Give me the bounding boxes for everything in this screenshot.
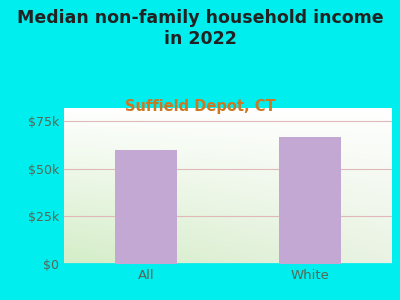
Text: Median non-family household income
in 2022: Median non-family household income in 20… bbox=[17, 9, 383, 49]
Text: Suffield Depot, CT: Suffield Depot, CT bbox=[125, 99, 275, 114]
Bar bbox=[279, 136, 341, 264]
Bar bbox=[115, 150, 177, 264]
